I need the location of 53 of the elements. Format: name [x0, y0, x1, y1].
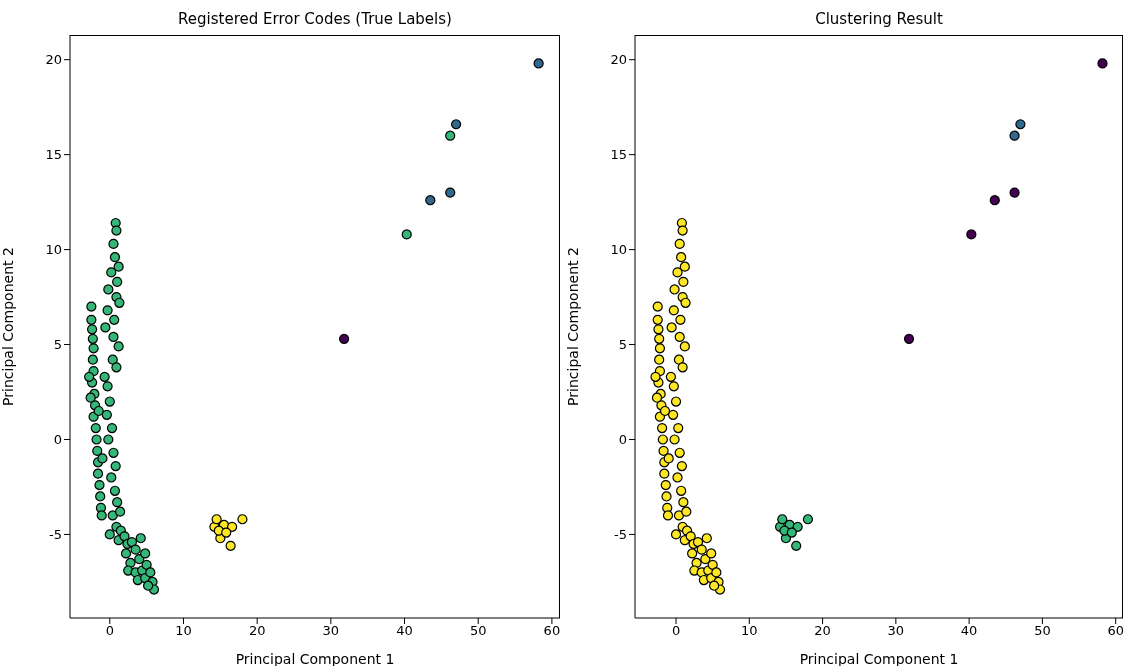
y-tick-label: 15: [45, 147, 62, 163]
y-tick-label: 10: [45, 242, 62, 258]
point: [425, 195, 436, 206]
y-tick-label: 5: [618, 337, 627, 353]
x-tick-label: 60: [1107, 623, 1124, 639]
point: [450, 119, 462, 130]
x-tick-label: 30: [322, 623, 340, 639]
point: [802, 514, 814, 525]
x-tick-label: 10: [741, 623, 758, 639]
point: [791, 540, 802, 551]
x-axis-title: Principal Component 1: [799, 651, 959, 666]
point: [786, 527, 797, 538]
point: [226, 521, 238, 532]
point: [211, 514, 222, 525]
point: [338, 333, 350, 344]
x-tick-label: 20: [814, 623, 831, 639]
y-tick-label: 15: [610, 147, 627, 163]
x-tick-label: 0: [105, 623, 114, 639]
y-tick-label: -5: [49, 527, 62, 543]
point: [903, 333, 915, 344]
point: [237, 514, 248, 525]
y-tick-label: 20: [610, 52, 627, 68]
point: [777, 514, 788, 525]
x-tick-label: 0: [671, 623, 681, 639]
point: [1015, 119, 1026, 130]
point: [1009, 187, 1020, 198]
y-tick-label: 0: [618, 432, 627, 448]
x-tick-label: 60: [543, 623, 561, 639]
x-tick-label: 50: [469, 623, 487, 639]
point: [225, 540, 236, 551]
point: [1009, 130, 1020, 141]
y-tick-label: 20: [45, 52, 62, 68]
y-tick-label: -5: [614, 527, 627, 543]
x-tick-label: 30: [887, 623, 905, 639]
x-tick-label: 40: [960, 623, 978, 639]
y-tick-label: 0: [53, 432, 62, 448]
y-axis-title: Principal Component 2: [0, 247, 16, 406]
point: [1097, 58, 1108, 69]
point: [445, 187, 456, 198]
x-tick-label: 40: [396, 623, 413, 639]
chart-title: Clustering Result: [814, 10, 944, 28]
point: [989, 195, 1000, 206]
point: [966, 229, 977, 240]
point: [221, 527, 232, 538]
y-tick-label: 5: [53, 337, 62, 353]
x-tick-label: 10: [175, 623, 192, 639]
y-tick-label: 10: [610, 242, 627, 258]
y-axis-title: Principal Component 2: [564, 247, 581, 406]
x-axis-title: Principal Component 1: [235, 651, 395, 666]
x-tick-label: 20: [248, 623, 266, 639]
point: [533, 58, 544, 69]
x-tick-label: 50: [1034, 623, 1051, 639]
chart-title: Registered Error Codes (True Labels): [177, 10, 453, 28]
